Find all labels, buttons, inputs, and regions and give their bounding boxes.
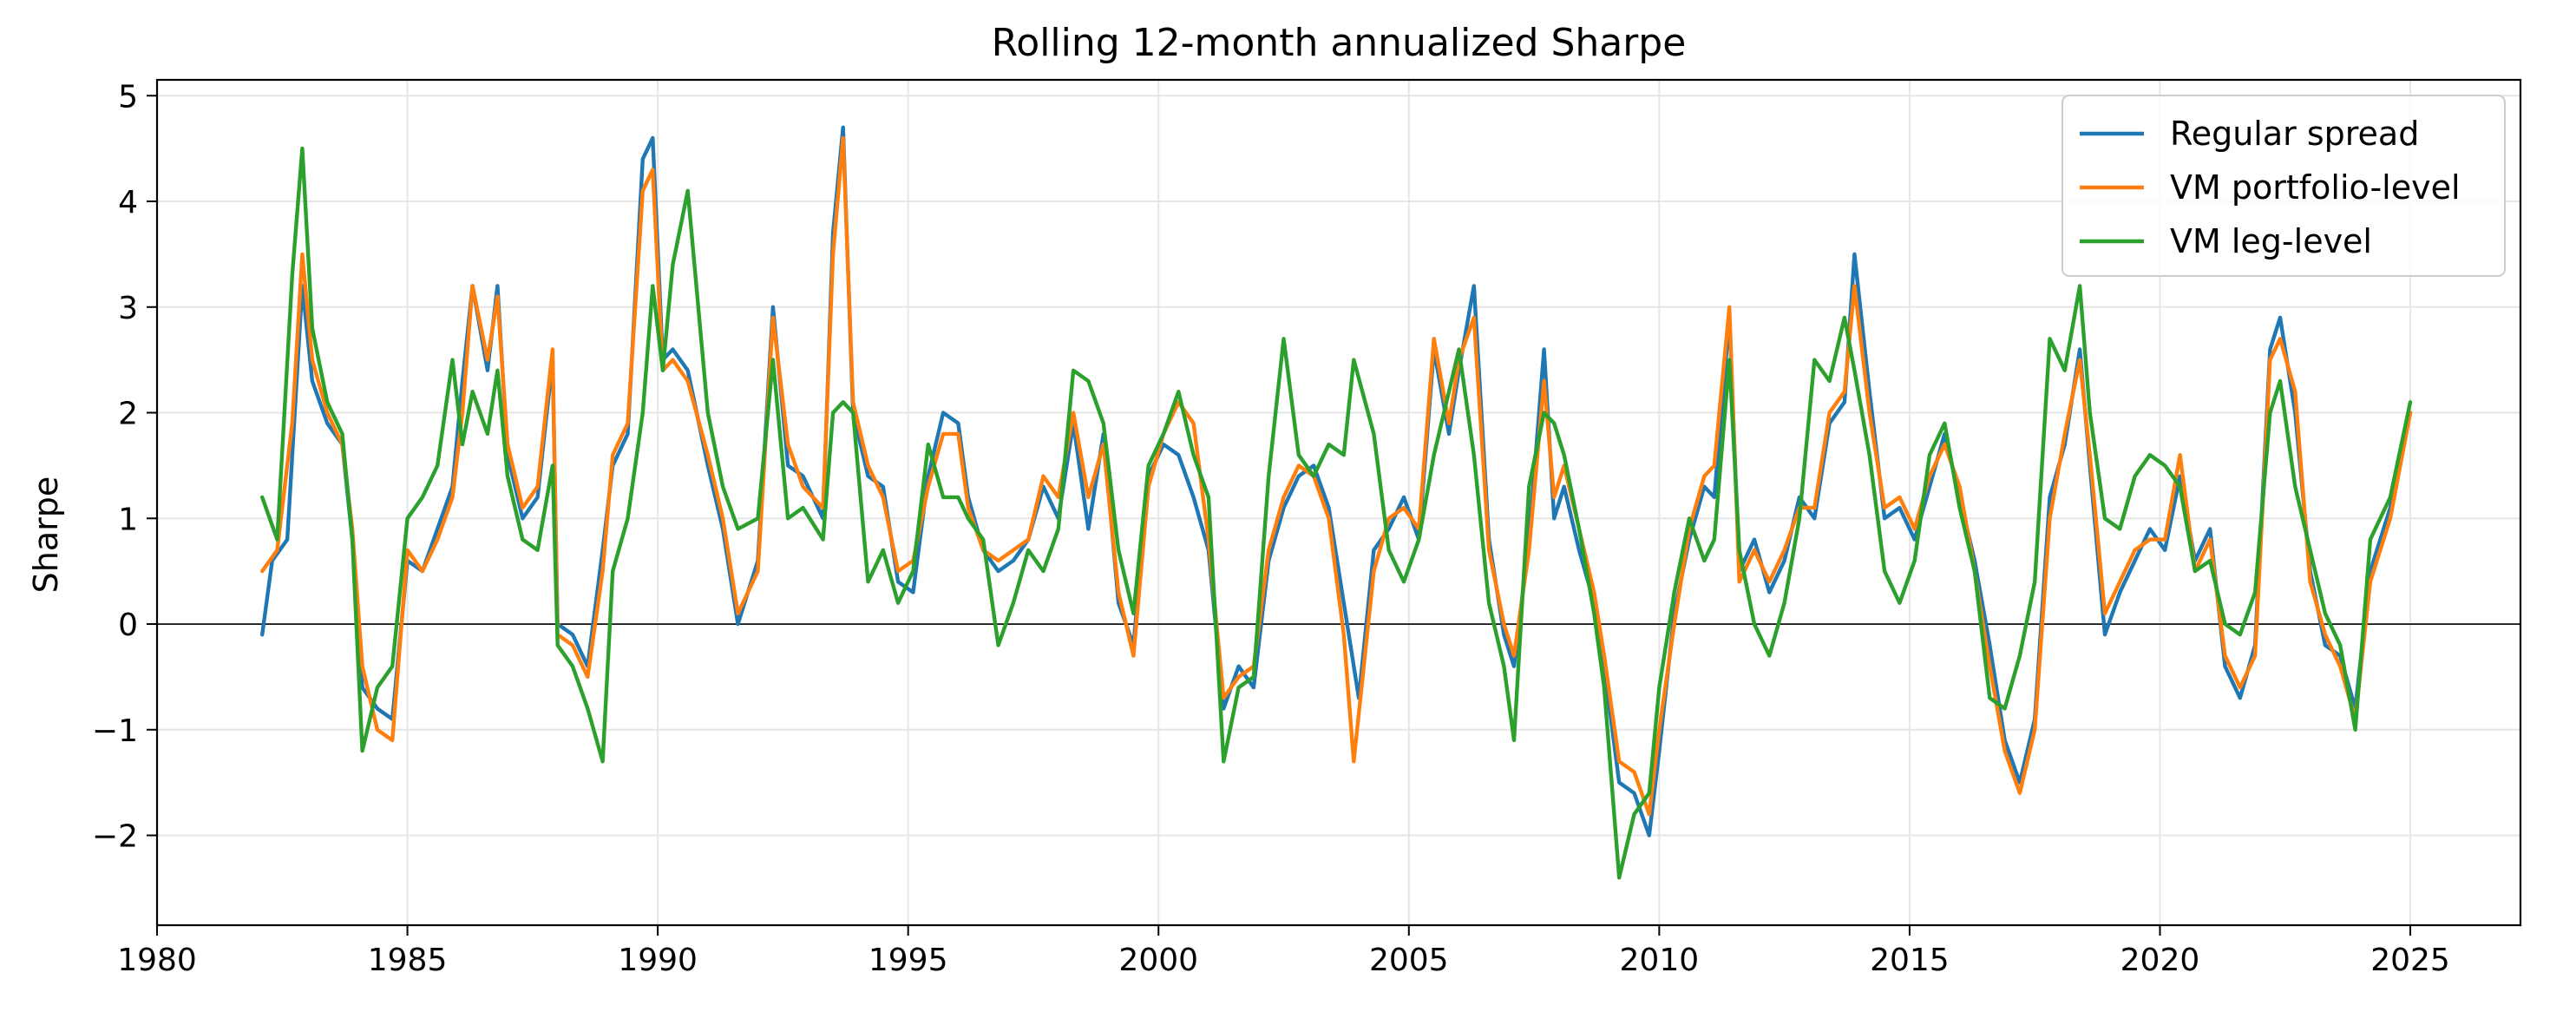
y-tick-label-0: 0 bbox=[118, 608, 138, 643]
y-tick-label--1: −1 bbox=[92, 713, 138, 749]
y-tick-label-2: 2 bbox=[118, 397, 138, 432]
series-line-1 bbox=[260, 135, 2413, 817]
y-tick-label-1: 1 bbox=[118, 502, 138, 537]
x-tick-label-2015: 2015 bbox=[1870, 943, 1950, 978]
legend-box bbox=[2061, 95, 2506, 277]
chart-title: Rolling 12-month annualized Sharpe bbox=[992, 21, 1687, 65]
x-tick-label-1990: 1990 bbox=[618, 943, 698, 978]
y-tick-label-4: 4 bbox=[118, 185, 138, 220]
plot-area bbox=[260, 125, 2413, 880]
x-tick-label-1980: 1980 bbox=[117, 943, 197, 978]
legend-label-0: Regular spread bbox=[2170, 115, 2419, 153]
x-tick-label-1985: 1985 bbox=[368, 943, 448, 978]
x-tick-label-2010: 2010 bbox=[1620, 943, 1700, 978]
y-axis-label: Sharpe bbox=[27, 476, 65, 594]
x-tick-label-2020: 2020 bbox=[2120, 943, 2200, 978]
x-tick-label-2025: 2025 bbox=[2370, 943, 2450, 978]
series-line-2 bbox=[260, 146, 2413, 880]
x-tick-label-1995: 1995 bbox=[868, 943, 948, 978]
legend-label-2: VM leg-level bbox=[2170, 222, 2372, 260]
axis-ticks: 1980 1985 1990 1995 2000 2005 2010 2015 2020 2025… bbox=[92, 79, 2450, 978]
legend-label-1: VM portfolio-level bbox=[2170, 168, 2461, 207]
y-tick-label-3: 3 bbox=[118, 291, 138, 326]
plot-frame bbox=[155, 78, 2522, 927]
legend: Regular spread VM portfolio-level VM leg-l… bbox=[2061, 95, 2506, 277]
series-lines bbox=[260, 125, 2413, 880]
y-tick-label--2: −2 bbox=[92, 819, 138, 855]
y-tick-label-5: 5 bbox=[118, 79, 138, 115]
x-tick-label-2005: 2005 bbox=[1369, 943, 1449, 978]
x-tick-label-2000: 2000 bbox=[1118, 943, 1198, 978]
